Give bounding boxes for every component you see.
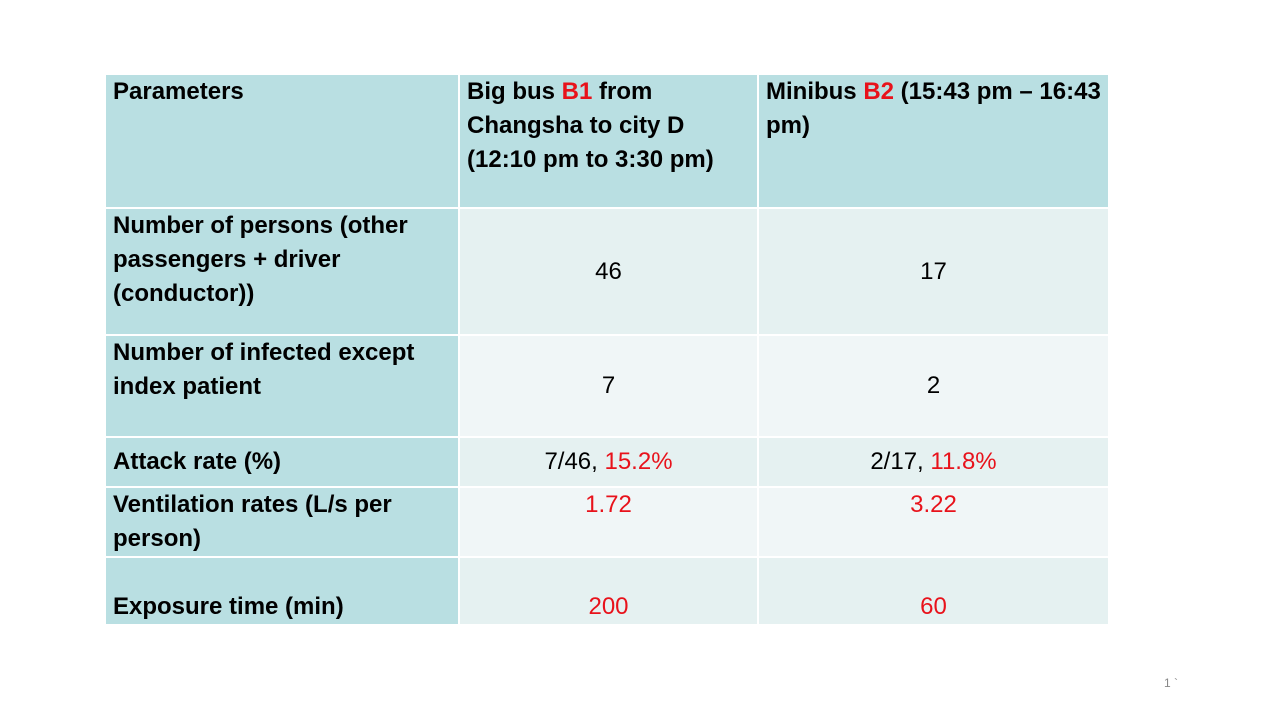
cell: 60 — [757, 556, 1110, 626]
page-number: 1 ` — [1164, 676, 1179, 690]
row: Exposure time (min) 200 60 — [104, 556, 1110, 626]
row-label: Exposure time (min) — [104, 556, 460, 626]
cell: 46 — [458, 207, 759, 336]
row-label: Number of infected except index patient — [104, 334, 460, 438]
header-cell: Parameters — [104, 73, 460, 209]
cell-highlight: 11.8% — [930, 448, 997, 475]
cell: 1.72 — [458, 486, 759, 558]
header-cell: Big bus B1 from Changsha to city D (12:1… — [458, 73, 759, 209]
header-highlight: B1 — [561, 78, 593, 105]
row: Ventilation rates (L/s per person) 1.72 … — [104, 486, 1110, 558]
header-highlight: B2 — [863, 78, 895, 105]
cell: 200 — [458, 556, 759, 626]
header-cell: Minibus B2 (15:43 pm – 16:43 pm) — [757, 73, 1110, 209]
cell: 2/17, 11.8% — [757, 436, 1110, 488]
row-label: Ventilation rates (L/s per person) — [104, 486, 460, 558]
cell: 7/46, 15.2% — [458, 436, 759, 488]
row-label: Number of persons (other passengers + dr… — [104, 207, 460, 336]
header-text: from Changsha to city D (12:10 pm to 3:3… — [467, 78, 714, 173]
row: Attack rate (%) 7/46, 15.2% 2/17, 11.8% — [104, 436, 1110, 488]
row-label: Attack rate (%) — [104, 436, 460, 488]
cell-highlight: 15.2% — [604, 448, 673, 475]
cell: 2 — [757, 334, 1110, 438]
row: Number of persons (other passengers + dr… — [104, 207, 1110, 336]
cell: 7 — [458, 334, 759, 438]
header-text: (15:43 pm – 16:43 pm) — [766, 78, 1101, 139]
cell: 3.22 — [757, 486, 1110, 558]
cell: 17 — [757, 207, 1110, 336]
header-text: Big bus — [467, 78, 562, 105]
header-row: Parameters Big bus B1 from Changsha to c… — [104, 73, 1110, 209]
header-text: Minibus — [766, 78, 864, 105]
row: Number of infected except index patient … — [104, 334, 1110, 438]
cell-text: 7/46, — [544, 448, 605, 475]
cell-text: 2/17, — [870, 448, 931, 475]
data-table: Parameters Big bus B1 from Changsha to c… — [104, 73, 1110, 626]
header-text: Parameters — [113, 78, 244, 105]
